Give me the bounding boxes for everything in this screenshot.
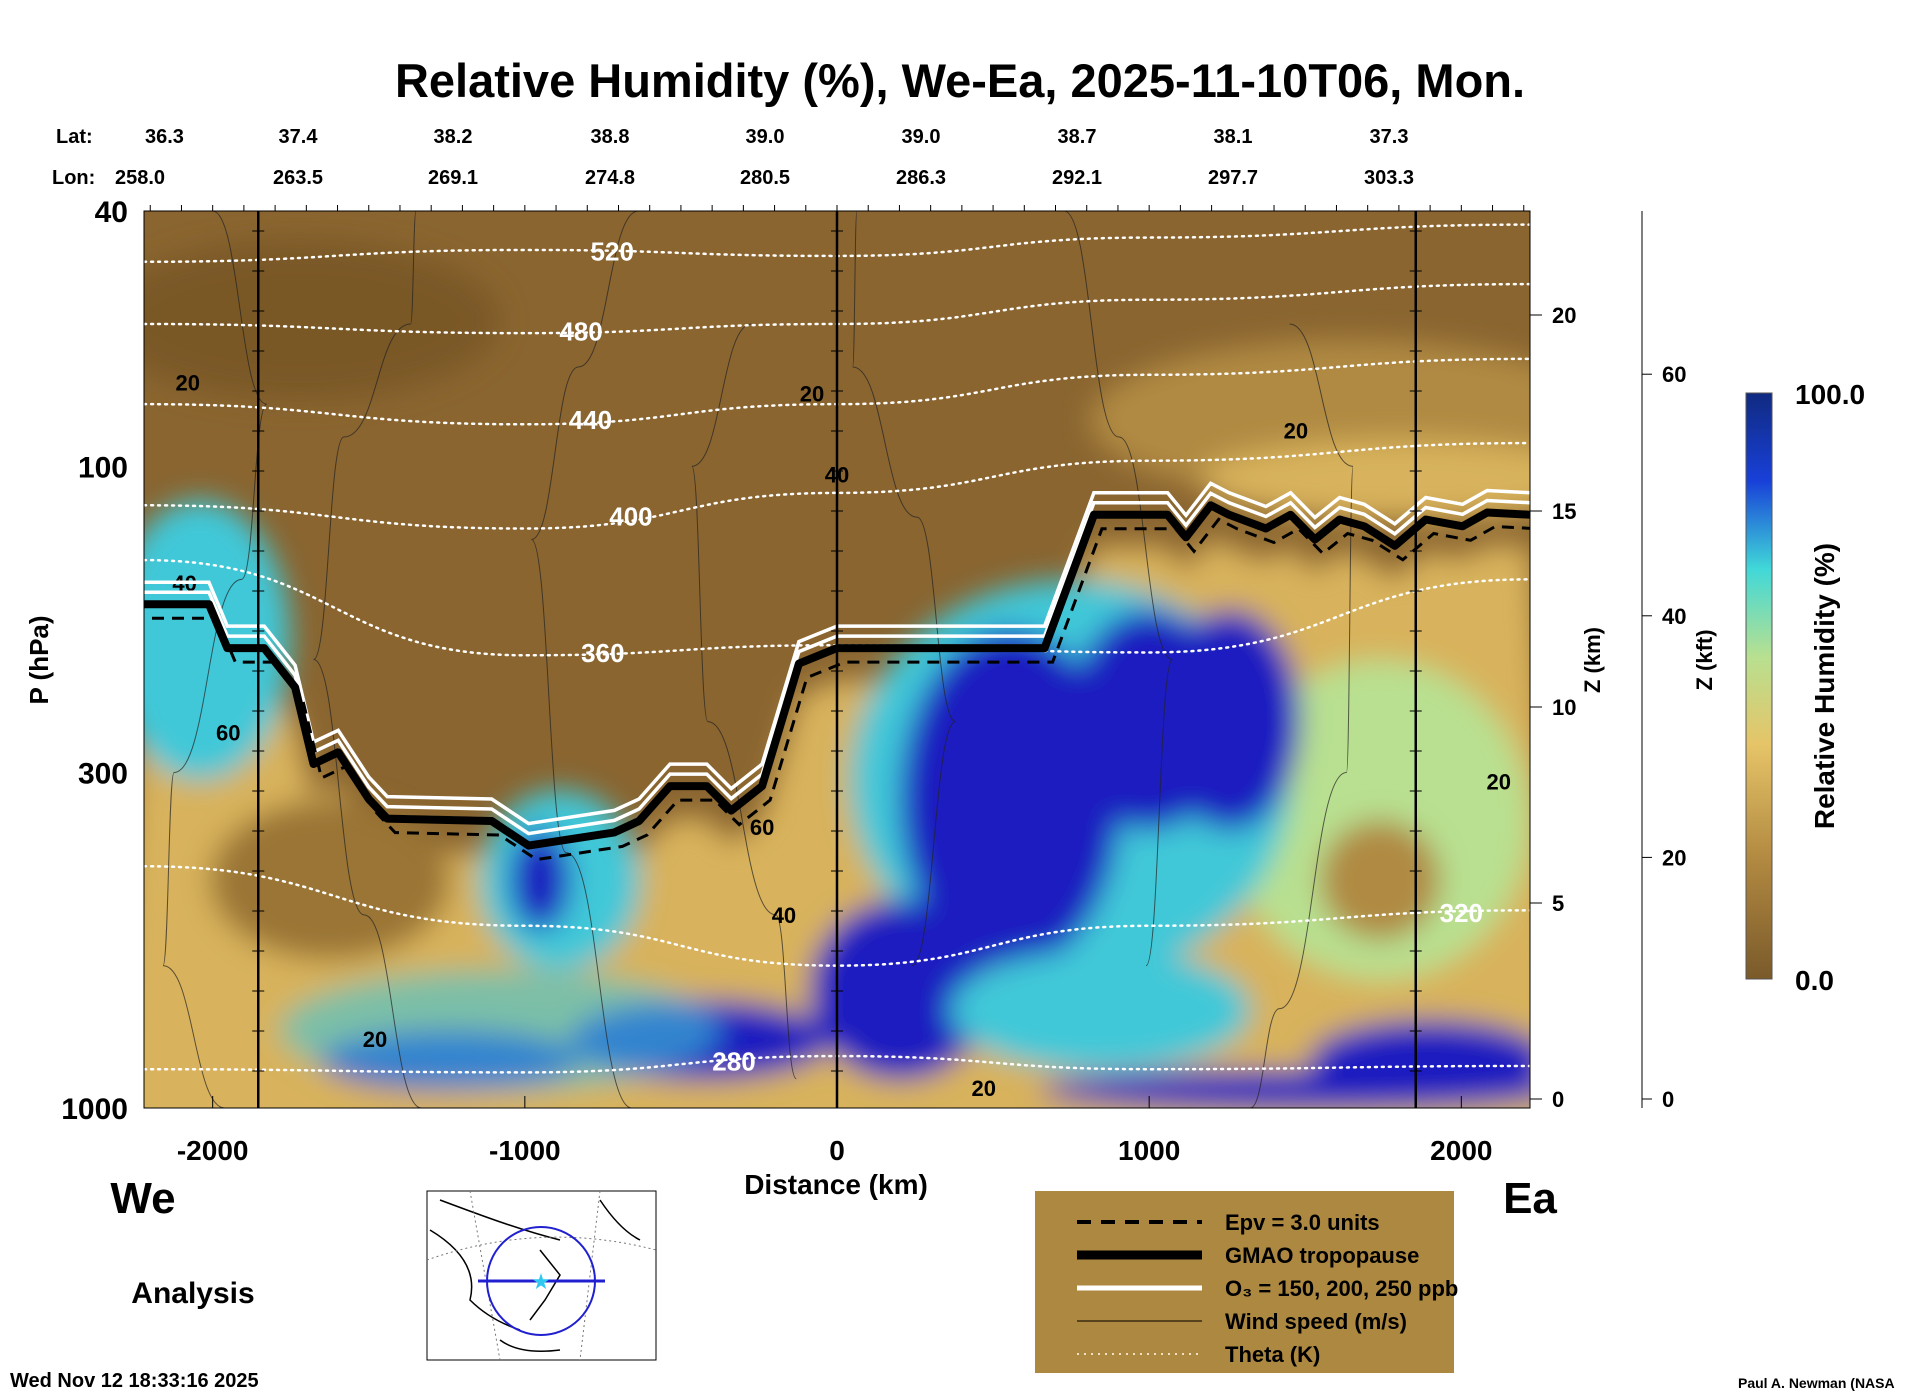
- x-tick-label: -2000: [177, 1135, 249, 1166]
- lat-value: 39.0: [902, 126, 941, 148]
- lon-value: 263.5: [273, 167, 323, 189]
- wind-contour-label: 20: [363, 1027, 387, 1052]
- wind-speed-contour: [162, 211, 268, 1108]
- theta-contour-label: 520: [591, 237, 634, 267]
- lat-value: 38.1: [1214, 126, 1253, 148]
- theta-contour-label: 280: [712, 1046, 755, 1076]
- colorbar-title: Relative Humidity (%): [1809, 543, 1840, 829]
- map-coastlines: [429, 1199, 641, 1352]
- x-tick-label: 1000: [1118, 1135, 1180, 1166]
- theta-contour-label: 320: [1440, 898, 1483, 928]
- lat-value: 39.0: [746, 126, 785, 148]
- lon-value: 286.3: [896, 167, 946, 189]
- zkft-tick-label: 60: [1662, 362, 1686, 387]
- zkm-tick-label: 15: [1552, 499, 1576, 524]
- lat-value: 37.4: [279, 126, 319, 148]
- rh-field: [144, 240, 1530, 1108]
- zkm-axis-label: Z (km): [1580, 627, 1605, 693]
- wind-contour-label: 40: [772, 903, 796, 928]
- y-tick-label: 100: [78, 451, 128, 484]
- wind-contour-label: 20: [175, 370, 199, 395]
- zkm-tick-label: 5: [1552, 891, 1564, 916]
- colorbar-min: 0.0: [1795, 965, 1834, 996]
- lat-value: 38.2: [434, 126, 473, 148]
- legend-label: GMAO tropopause: [1225, 1243, 1419, 1268]
- ozone-contour: [144, 491, 1530, 836]
- legend-label: Epv = 3.0 units: [1225, 1210, 1380, 1235]
- east-label: Ea: [1503, 1174, 1557, 1223]
- y-tick-label: 1000: [61, 1093, 128, 1126]
- lon-value: 297.7: [1208, 167, 1258, 189]
- lon-value: 269.1: [428, 167, 478, 189]
- lon-value: 303.3: [1364, 167, 1414, 189]
- map-center-star-icon: ★: [531, 1269, 551, 1294]
- x-tick-label: -1000: [489, 1135, 561, 1166]
- analysis-label: Analysis: [131, 1277, 254, 1310]
- y-tick-label: 300: [78, 757, 128, 790]
- x-axis-label: Distance (km): [744, 1169, 928, 1200]
- wind-contour-label: 20: [1284, 419, 1308, 444]
- y-axis-label: P (hPa): [24, 615, 54, 704]
- zkm-tick-label: 0: [1552, 1087, 1564, 1112]
- lat-value: 37.3: [1370, 126, 1409, 148]
- theta-contour-label: 480: [559, 316, 602, 346]
- lat-value: 38.8: [591, 126, 630, 148]
- timestamp: Wed Nov 12 18:33:16 2025: [10, 1370, 259, 1392]
- legend-label: Theta (K): [1225, 1342, 1320, 1367]
- zkm-tick-label: 20: [1552, 303, 1576, 328]
- tropopause-line: [144, 501, 1530, 850]
- map-graticule: [426, 1190, 657, 1361]
- zkft-tick-label: 0: [1662, 1087, 1674, 1112]
- chart-title: Relative Humidity (%), We-Ea, 2025-11-10…: [395, 54, 1525, 107]
- wind-contour-label: 20: [971, 1076, 995, 1101]
- wind-speed-contour: [691, 323, 797, 1080]
- ozone-contour: [144, 481, 1530, 826]
- legend-label: Wind speed (m/s): [1225, 1309, 1407, 1334]
- y-tick-label: 40: [95, 196, 128, 229]
- zkm-tick-label: 10: [1552, 695, 1576, 720]
- lat-label: Lat:: [56, 126, 93, 148]
- legend: Epv = 3.0 units GMAO tropopause O₃ = 150, …: [1035, 1191, 1458, 1373]
- wind-speed-contour: [1063, 211, 1173, 967]
- lat-value: 36.3: [145, 126, 184, 148]
- zkft-axis-label: Z (kft): [1692, 629, 1717, 690]
- wind-contour-label: 20: [1487, 770, 1511, 795]
- theta-contour-label: 440: [569, 405, 612, 435]
- wind-speed-contour: [313, 211, 422, 1108]
- credit: Paul A. Newman (NASA: [1738, 1375, 1895, 1391]
- legend-label: O₃ = 150, 200, 250 ppb: [1225, 1276, 1458, 1301]
- lon-label: Lon:: [52, 167, 95, 189]
- theta-contour-label: 400: [609, 501, 652, 531]
- zkft-tick-label: 40: [1662, 604, 1686, 629]
- lon-value: 274.8: [585, 167, 635, 189]
- wind-contour-label: 20: [800, 382, 824, 407]
- x-tick-label: 2000: [1430, 1135, 1492, 1166]
- wind-speed-contour: [852, 211, 956, 967]
- lon-value: 280.5: [740, 167, 790, 189]
- lon-value: 258.0: [115, 167, 165, 189]
- zkft-tick-label: 20: [1662, 845, 1686, 870]
- west-label: We: [110, 1174, 175, 1223]
- lon-value: 292.1: [1052, 167, 1102, 189]
- theta-contour: [144, 441, 1530, 530]
- wind-contour-label: 60: [216, 721, 240, 746]
- lat-value: 38.7: [1058, 126, 1097, 148]
- x-tick-label: 0: [829, 1135, 845, 1166]
- wind-speed-contour: [1250, 323, 1354, 1108]
- wind-contour-label: 60: [750, 815, 774, 840]
- theta-contour-label: 360: [581, 638, 624, 668]
- colorbar-max: 100.0: [1795, 379, 1865, 410]
- colorbar: [1745, 392, 1773, 980]
- location-map-inset: ★: [426, 1190, 657, 1361]
